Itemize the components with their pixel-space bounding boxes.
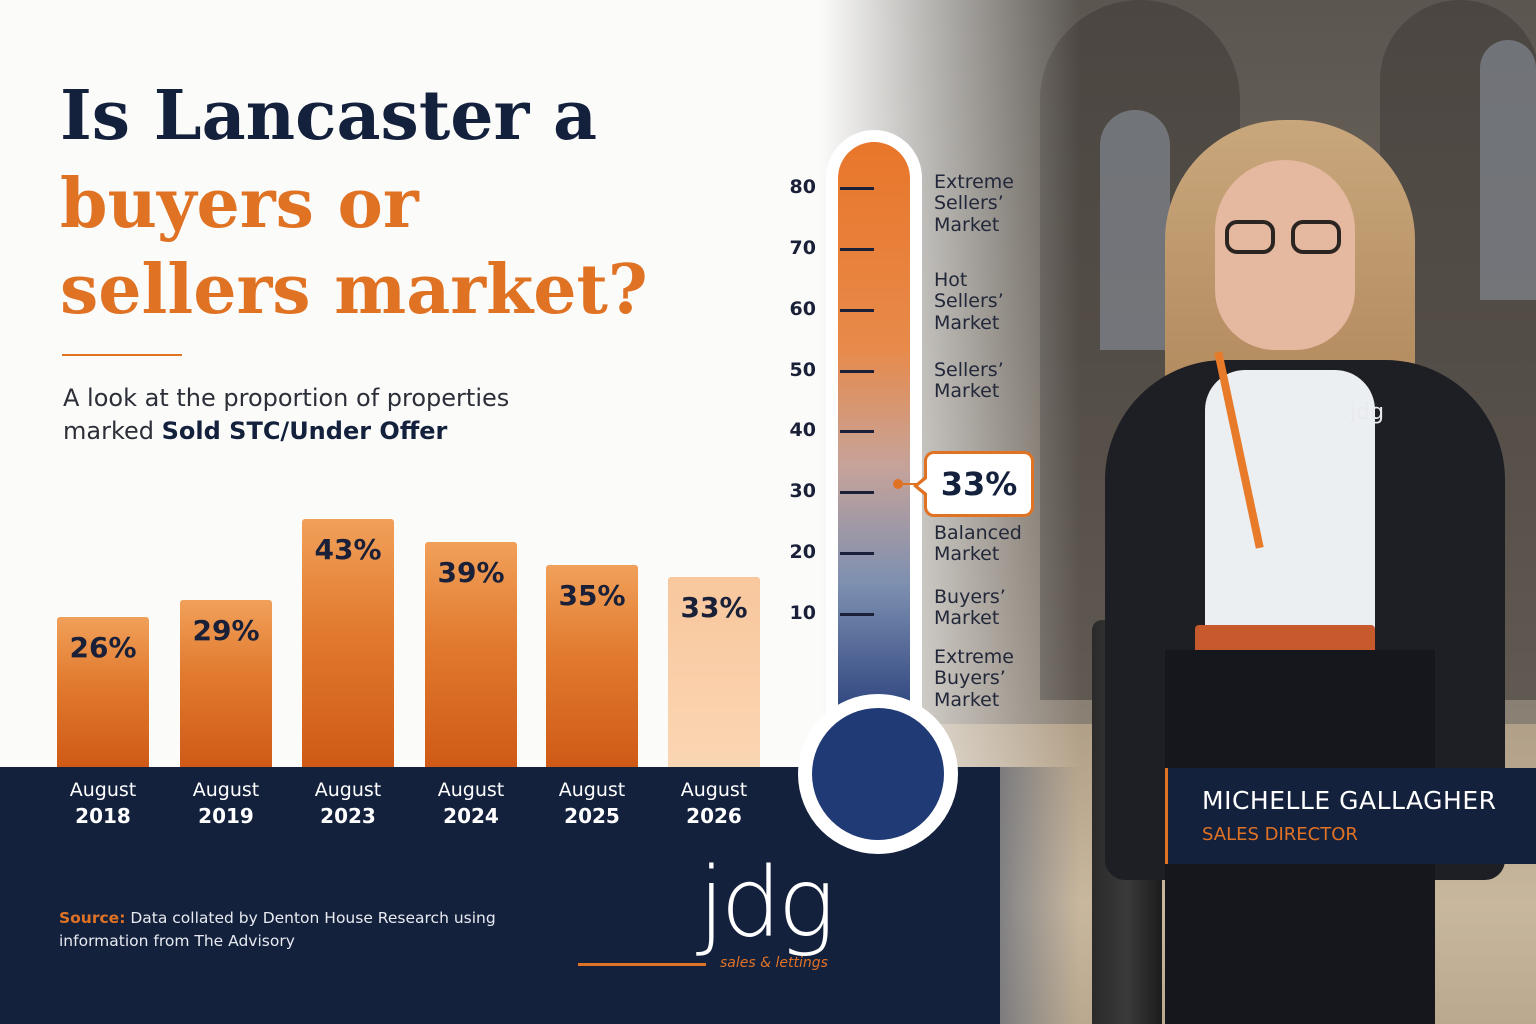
market-zone-label: Extreme Buyers’ Market xyxy=(934,646,1014,711)
source-note: Source: Data collated by Denton House Re… xyxy=(59,907,579,954)
subtitle-emphasis: Sold STC/Under Offer xyxy=(161,417,448,446)
thermometer-tick-label: 70 xyxy=(789,236,816,259)
subtitle-line-2: marked Sold STC/Under Offer xyxy=(63,417,448,446)
thermometer-bulb xyxy=(812,708,944,840)
thermometer-tick xyxy=(840,430,874,434)
bar-2018 xyxy=(57,617,149,767)
person-name: MICHELLE GALLAGHER xyxy=(1202,786,1497,815)
logo-tagline: sales & lettings xyxy=(720,955,828,971)
current-value-marker xyxy=(893,479,903,490)
thermometer-tick xyxy=(840,369,874,373)
person-role: SALES DIRECTOR xyxy=(1202,824,1358,845)
title-line-1: Is Lancaster a xyxy=(60,76,598,156)
thermometer-tube xyxy=(838,142,910,732)
thermometer-tick-label: 10 xyxy=(789,602,816,624)
thermometer-tick-label: 40 xyxy=(789,419,816,442)
bar-2025 xyxy=(546,565,638,767)
current-value-callout: 33% xyxy=(913,451,1034,518)
thermometer-tick xyxy=(840,247,874,251)
subtitle-line-1: A look at the proportion of properties xyxy=(63,384,510,412)
jacket-logo: jdg xyxy=(1350,400,1385,425)
thermometer-tick-label: 50 xyxy=(789,358,816,381)
thermometer-tick xyxy=(840,491,874,495)
name-card: MICHELLE GALLAGHER SALES DIRECTOR xyxy=(1165,768,1536,864)
bar-value-label: 43% xyxy=(314,533,382,566)
bar-value-label: 35% xyxy=(558,579,626,612)
thermometer-tick-label: 80 xyxy=(789,176,816,198)
person-photo: jdg xyxy=(1075,100,1505,1024)
jdg-logo: jdg sales & lettings xyxy=(690,855,870,975)
thermometer-tick xyxy=(840,613,874,616)
bar-value-label: 33% xyxy=(680,591,748,624)
market-zone-label: Hot Sellers’ Market xyxy=(934,269,1004,334)
thermometer-tick-label: 60 xyxy=(789,297,816,320)
title-line-3: sellers market? xyxy=(60,250,648,330)
source-key: Source: xyxy=(59,909,126,927)
bar-value-label: 29% xyxy=(192,614,260,647)
thermometer-tick xyxy=(840,308,874,312)
market-zone-label: Balanced Market xyxy=(934,522,1022,566)
subtitle: A look at the proportion of properties m… xyxy=(63,382,509,448)
bar-2023 xyxy=(302,519,394,767)
thermometer-tick-label: 30 xyxy=(789,480,816,503)
bar-2024 xyxy=(425,542,517,767)
thermometer-tick xyxy=(840,552,874,556)
title-line-2: buyers or xyxy=(60,164,419,244)
logo-underline xyxy=(578,963,706,966)
title-divider xyxy=(62,354,182,356)
market-zone-label: Buyers’ Market xyxy=(934,586,1006,630)
thermometer-tick-label: 20 xyxy=(789,541,816,564)
logo-letters: jdg xyxy=(698,847,835,959)
market-zone-label: Sellers’ Market xyxy=(934,359,1004,403)
bar-value-label: 39% xyxy=(437,556,505,589)
page-title: Is Lancaster a buyers or sellers market? xyxy=(60,82,648,342)
bar-2019 xyxy=(180,600,272,767)
thermometer-tick xyxy=(840,187,874,190)
market-zone-label: Extreme Sellers’ Market xyxy=(934,171,1014,236)
bar-value-label: 26% xyxy=(69,631,137,664)
source-text: Data collated by Denton House Research u… xyxy=(59,909,496,951)
bar-2026 xyxy=(668,577,760,767)
